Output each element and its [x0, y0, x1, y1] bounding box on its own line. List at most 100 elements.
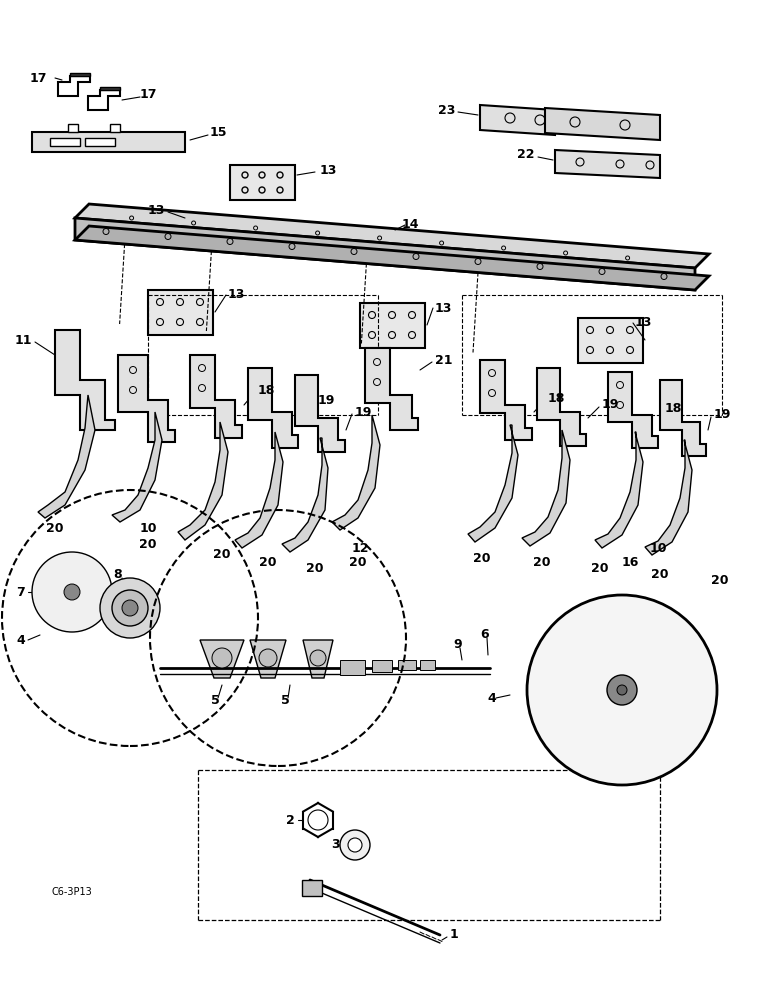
Text: 23: 23 — [438, 104, 455, 116]
Text: 4: 4 — [488, 692, 496, 704]
Text: 19: 19 — [355, 406, 372, 418]
Polygon shape — [88, 90, 120, 110]
Text: 20: 20 — [349, 556, 367, 570]
Text: 13: 13 — [635, 316, 652, 330]
Polygon shape — [332, 415, 380, 530]
Polygon shape — [75, 218, 695, 290]
Polygon shape — [420, 660, 435, 670]
Polygon shape — [178, 422, 228, 540]
Polygon shape — [545, 108, 660, 140]
Polygon shape — [112, 412, 162, 522]
Polygon shape — [555, 150, 660, 178]
Text: 9: 9 — [454, 639, 462, 652]
Polygon shape — [70, 73, 90, 76]
Polygon shape — [295, 375, 345, 452]
Polygon shape — [595, 432, 643, 548]
Text: 19: 19 — [318, 393, 335, 406]
Text: 16: 16 — [621, 556, 638, 568]
Polygon shape — [660, 380, 706, 456]
Circle shape — [617, 685, 627, 695]
Polygon shape — [75, 204, 709, 268]
Text: 8: 8 — [113, 568, 122, 582]
Polygon shape — [578, 318, 643, 363]
Polygon shape — [340, 660, 365, 675]
Text: 13: 13 — [320, 163, 337, 176]
Text: 4: 4 — [16, 634, 25, 647]
Polygon shape — [38, 395, 95, 518]
Polygon shape — [360, 303, 425, 348]
Text: 21: 21 — [435, 354, 452, 366]
Polygon shape — [480, 105, 555, 135]
Polygon shape — [282, 438, 328, 552]
Text: 20: 20 — [213, 548, 231, 562]
Polygon shape — [148, 290, 213, 335]
Text: 20: 20 — [139, 538, 157, 552]
Text: 15: 15 — [210, 126, 228, 139]
Circle shape — [259, 649, 277, 667]
Polygon shape — [75, 226, 709, 290]
Polygon shape — [68, 124, 78, 132]
Polygon shape — [645, 440, 692, 555]
Text: 20: 20 — [46, 522, 64, 534]
Polygon shape — [302, 880, 322, 896]
Polygon shape — [468, 425, 518, 542]
Circle shape — [212, 648, 232, 668]
Polygon shape — [200, 640, 244, 678]
Text: 17: 17 — [29, 72, 47, 85]
Text: 14: 14 — [401, 219, 418, 232]
Polygon shape — [230, 165, 295, 200]
Text: 2: 2 — [286, 814, 295, 826]
Text: 6: 6 — [481, 629, 489, 642]
Circle shape — [100, 578, 160, 638]
Text: 20: 20 — [306, 562, 323, 574]
Text: 20: 20 — [591, 562, 609, 574]
Text: 20: 20 — [652, 568, 669, 582]
Text: 19: 19 — [714, 408, 731, 422]
Text: 10: 10 — [139, 522, 157, 534]
Circle shape — [112, 590, 148, 626]
Polygon shape — [55, 330, 115, 430]
Polygon shape — [85, 138, 115, 146]
Text: 11: 11 — [15, 334, 32, 347]
Circle shape — [607, 675, 637, 705]
Text: 13: 13 — [435, 302, 452, 314]
Polygon shape — [250, 640, 286, 678]
Text: 17: 17 — [139, 89, 157, 102]
Text: 20: 20 — [259, 556, 276, 568]
Polygon shape — [50, 138, 80, 146]
Circle shape — [348, 838, 362, 852]
Text: 22: 22 — [517, 148, 535, 161]
Polygon shape — [365, 348, 418, 430]
Polygon shape — [235, 432, 283, 548]
Polygon shape — [608, 372, 658, 448]
Text: 3: 3 — [331, 838, 340, 852]
Text: 18: 18 — [665, 401, 682, 414]
Circle shape — [527, 595, 717, 785]
Polygon shape — [537, 368, 586, 446]
Circle shape — [340, 830, 370, 860]
Circle shape — [122, 600, 138, 616]
Polygon shape — [58, 76, 90, 96]
Text: 1: 1 — [450, 928, 459, 942]
Text: 5: 5 — [281, 694, 290, 706]
Text: 20: 20 — [473, 552, 491, 564]
Polygon shape — [118, 355, 175, 442]
Circle shape — [32, 552, 112, 632]
Polygon shape — [32, 132, 185, 152]
Text: 13: 13 — [228, 288, 245, 302]
Text: 18: 18 — [548, 391, 565, 404]
Circle shape — [308, 810, 328, 830]
Polygon shape — [372, 660, 392, 672]
Polygon shape — [398, 660, 416, 670]
Polygon shape — [480, 360, 532, 440]
Text: 5: 5 — [211, 694, 219, 706]
Polygon shape — [248, 368, 298, 448]
Text: 7: 7 — [16, 585, 25, 598]
Text: 18: 18 — [258, 383, 276, 396]
Text: 10: 10 — [649, 542, 667, 554]
Text: 20: 20 — [711, 574, 729, 586]
Text: 13: 13 — [147, 204, 165, 217]
Text: 12: 12 — [351, 542, 369, 554]
Text: 19: 19 — [602, 398, 619, 412]
Text: C6-3P13: C6-3P13 — [52, 887, 93, 897]
